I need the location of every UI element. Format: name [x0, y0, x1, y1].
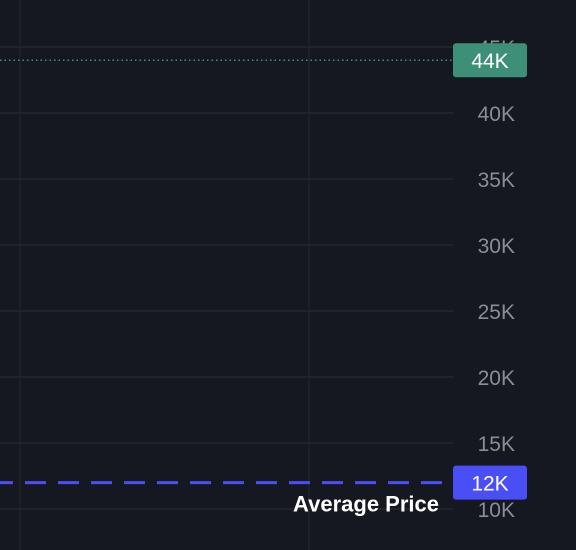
average-price-badge — [453, 465, 527, 500]
current-price-badge-label: 44K — [471, 50, 508, 73]
y-tick-label: 35K — [478, 169, 515, 192]
grid — [0, 0, 453, 550]
y-tick-label: 30K — [478, 235, 515, 258]
y-tick-label: 40K — [478, 103, 515, 126]
y-tick-label: 10K — [478, 499, 515, 522]
current-price-badge — [453, 43, 527, 78]
y-tick-label: 25K — [478, 301, 515, 324]
average-price-caption: Average Price — [293, 492, 439, 517]
y-tick-label: 15K — [478, 433, 515, 456]
price-lines — [0, 59, 453, 485]
y-tick-label: 20K — [478, 367, 515, 390]
average-price-badge-label: 12K — [471, 473, 508, 496]
price-badges: 44K 12K Average Price — [293, 43, 527, 517]
